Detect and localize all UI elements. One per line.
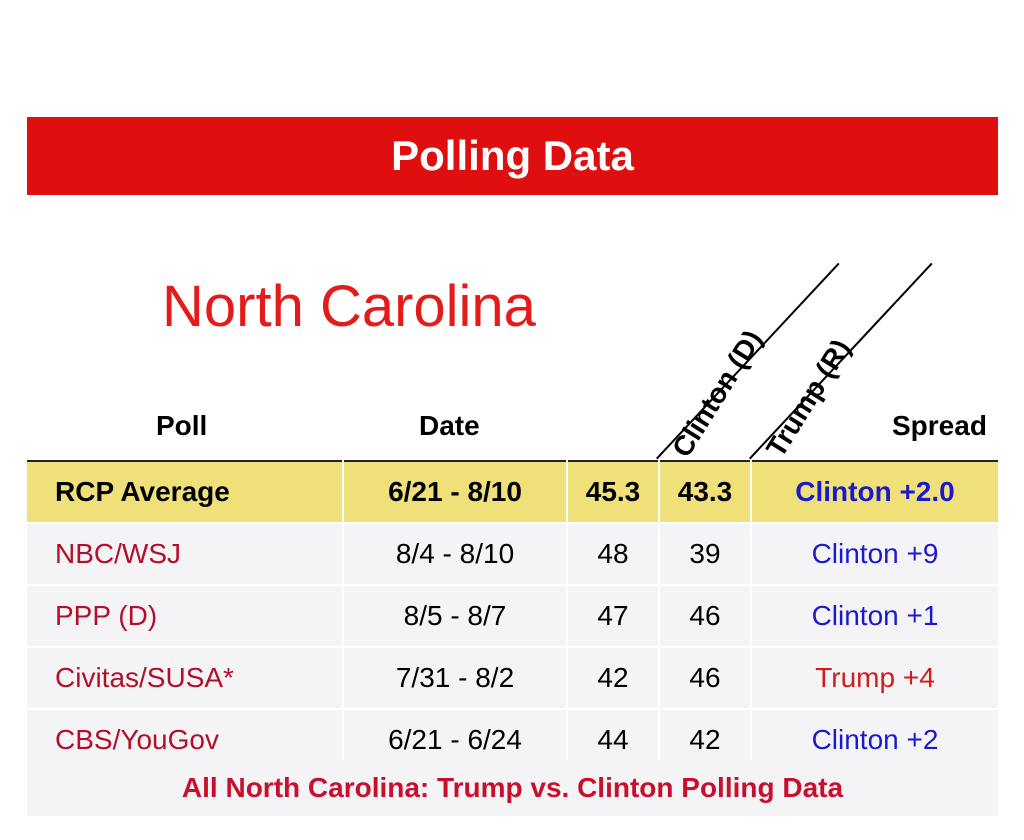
poll-column-header[interactable]: Poll	[156, 410, 208, 441]
polling-table: RCP Average 6/21 - 8/10 45.3 43.3 Clinto…	[27, 460, 998, 772]
poll-date: 7/31 - 8/2	[343, 647, 568, 710]
poll-trump-value: 46	[659, 647, 752, 710]
spread-column-header[interactable]: Spread	[892, 410, 987, 441]
poll-trump-value: 39	[659, 523, 752, 586]
polling-data-banner: Polling Data	[27, 117, 998, 195]
poll-name-link[interactable]: NBC/WSJ	[27, 523, 344, 586]
poll-clinton-value: 42	[567, 647, 660, 710]
poll-name-link[interactable]: Civitas/SUSA*	[27, 647, 344, 710]
poll-spread: Clinton +1	[751, 585, 998, 648]
poll-row: Civitas/SUSA* 7/31 - 8/2 42 46 Trump +4	[27, 647, 998, 710]
banner-title: Polling Data	[391, 132, 634, 179]
poll-row: PPP (D) 8/5 - 8/7 47 46 Clinton +1	[27, 585, 998, 648]
all-polling-data-link[interactable]: All North Carolina: Trump vs. Clinton Po…	[27, 760, 998, 816]
poll-spread: Trump +4	[751, 647, 998, 710]
clinton-column-header[interactable]: Clinton (D)	[666, 324, 769, 463]
rcp-average-row: RCP Average 6/21 - 8/10 45.3 43.3 Clinto…	[27, 460, 998, 524]
poll-date: 8/4 - 8/10	[343, 523, 568, 586]
state-title: North Carolina	[162, 274, 536, 339]
poll-date: 8/5 - 8/7	[343, 585, 568, 648]
poll-clinton-value: 47	[567, 585, 660, 648]
poll-trump-value: 46	[659, 585, 752, 648]
average-spread: Clinton +2.0	[751, 460, 998, 524]
average-trump-value: 43.3	[659, 460, 752, 524]
average-poll-name: RCP Average	[27, 460, 344, 524]
poll-row: NBC/WSJ 8/4 - 8/10 48 39 Clinton +9	[27, 523, 998, 586]
trump-column-header[interactable]: Trump (R)	[760, 333, 857, 463]
date-column-header[interactable]: Date	[419, 410, 480, 441]
average-clinton-value: 45.3	[567, 460, 660, 524]
poll-spread: Clinton +9	[751, 523, 998, 586]
average-date: 6/21 - 8/10	[343, 460, 568, 524]
poll-clinton-value: 48	[567, 523, 660, 586]
poll-name-link[interactable]: PPP (D)	[27, 585, 344, 648]
